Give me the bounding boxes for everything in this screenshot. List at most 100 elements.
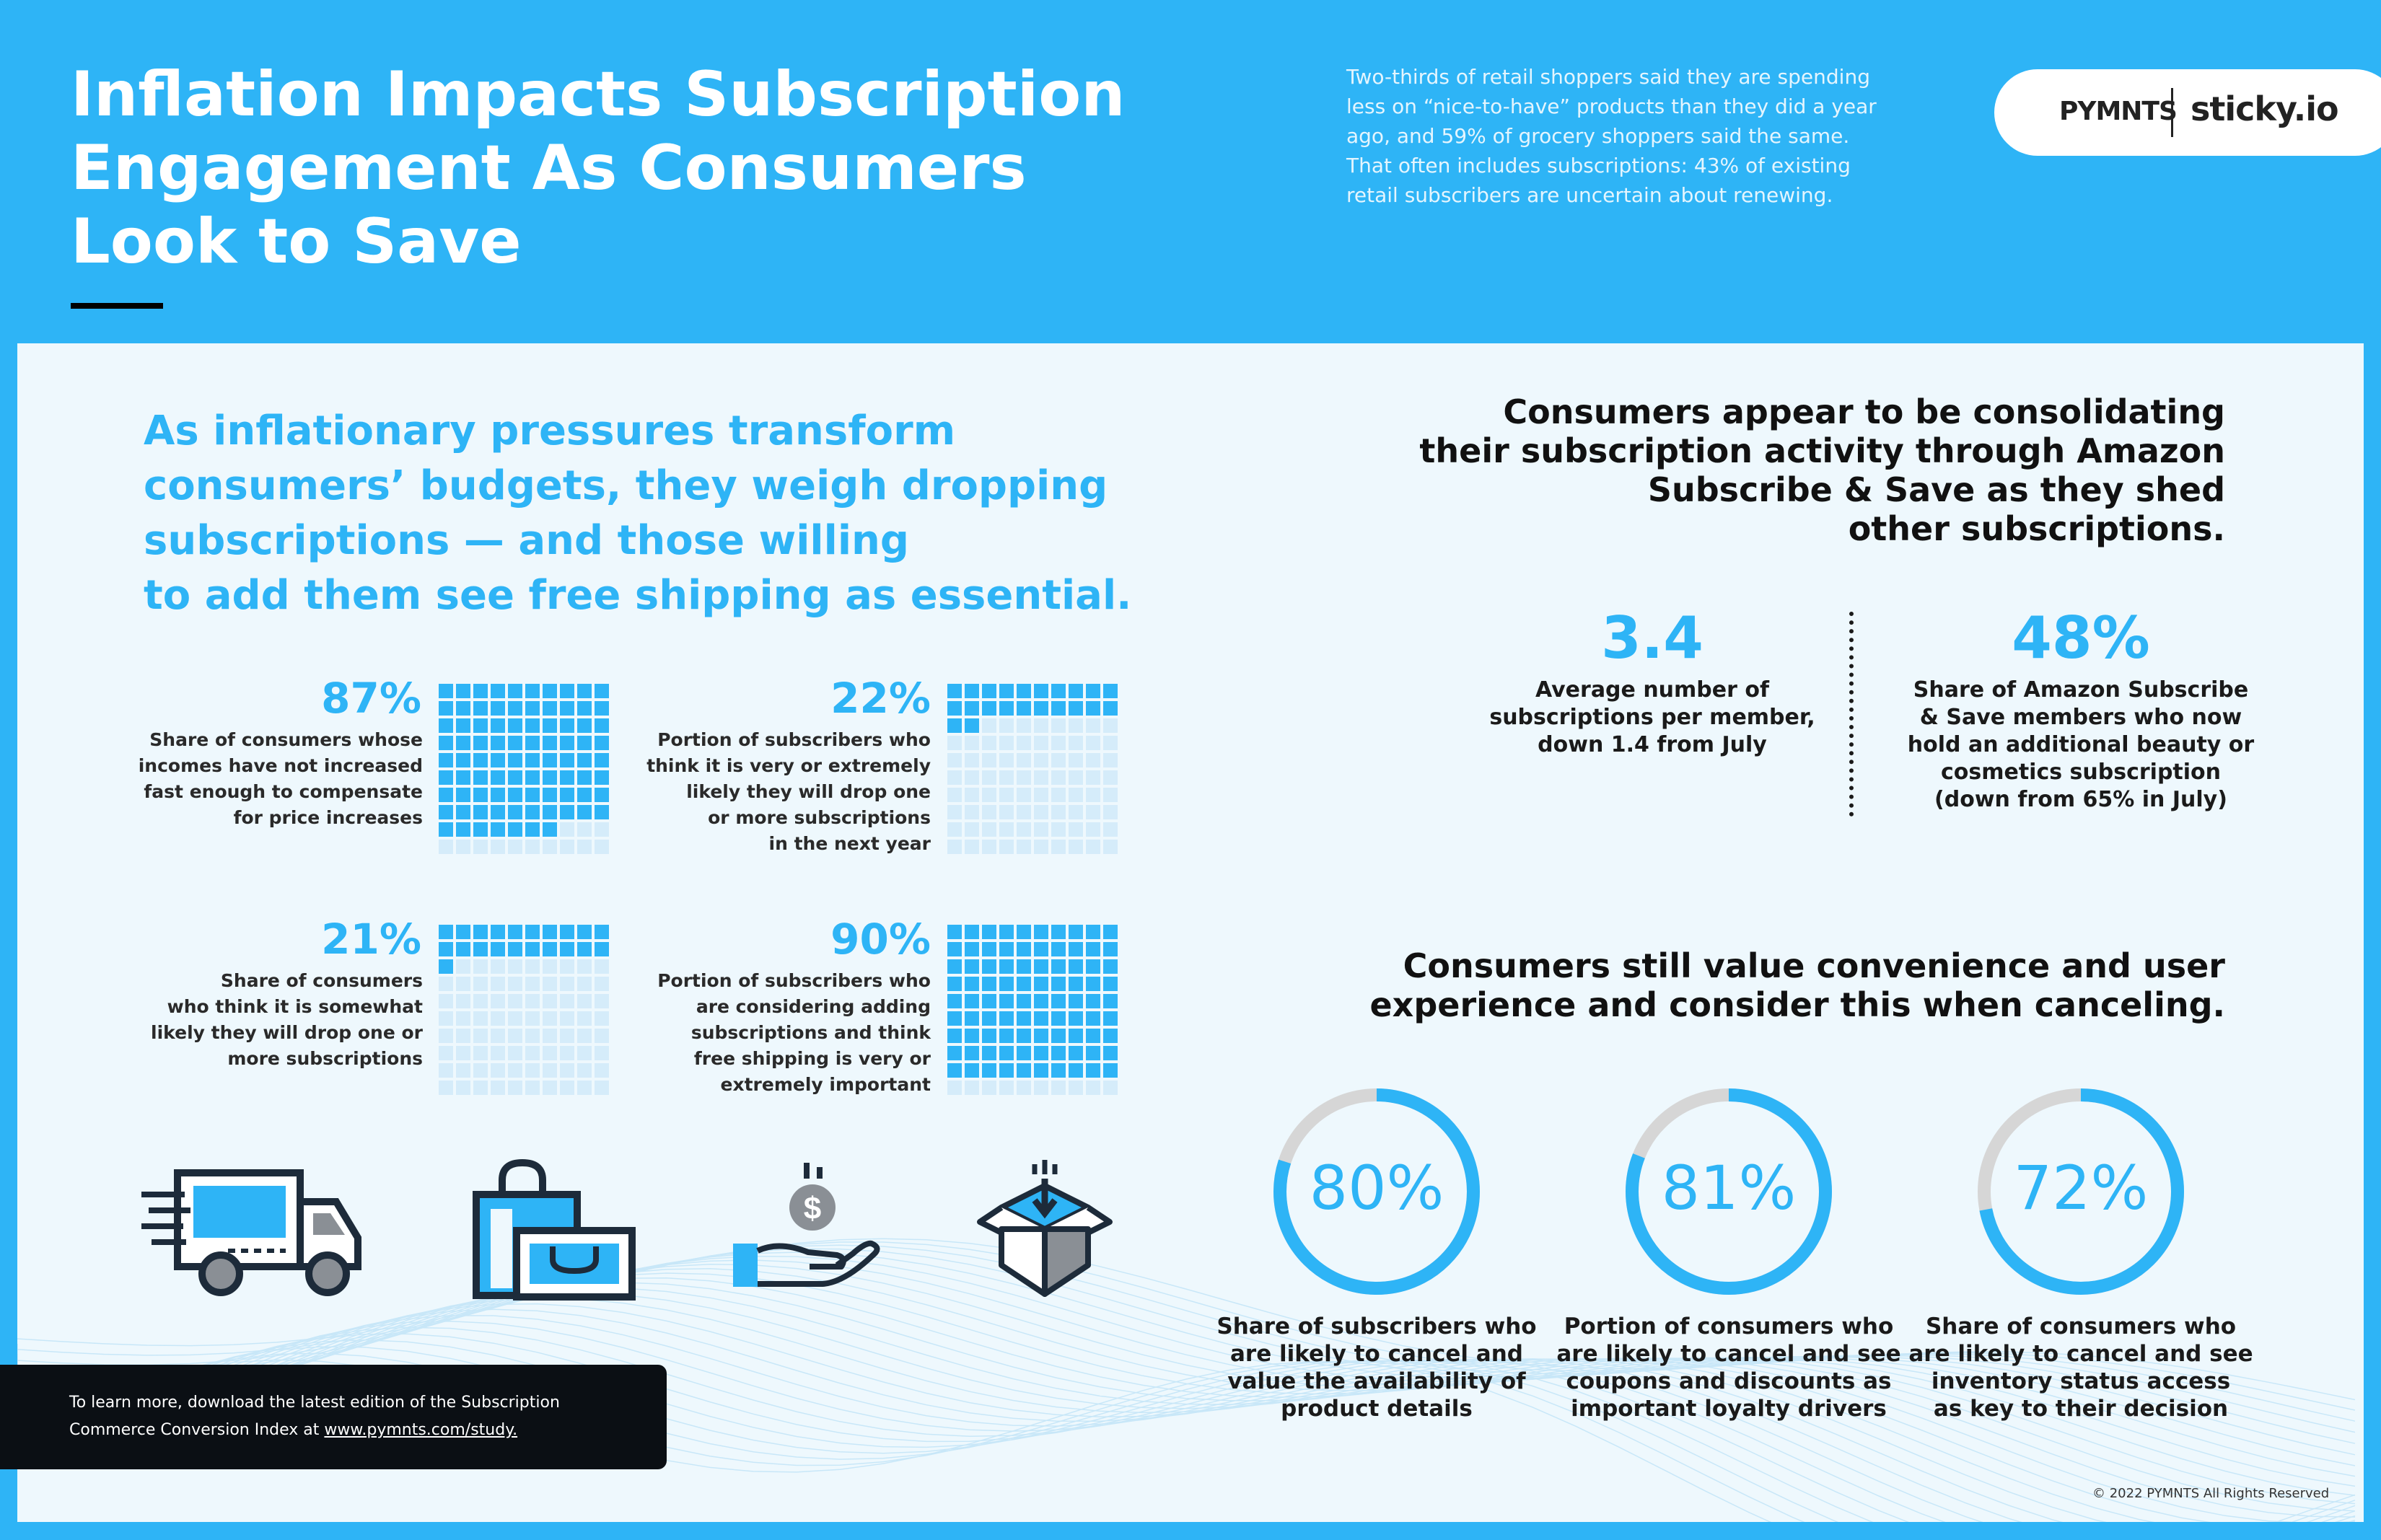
waffle-cell (1034, 1011, 1048, 1026)
waffle-cell (1086, 1029, 1100, 1043)
waffle-cell (947, 1029, 962, 1043)
waffle-cell (439, 770, 453, 785)
waffle-cell (999, 788, 1014, 802)
waffle-cell (543, 805, 557, 819)
waffle-cell (439, 684, 453, 698)
donut-3-chart: 72% (1978, 1088, 2184, 1295)
metric-1-description: Average number of subscriptions per memb… (1472, 677, 1833, 759)
waffle-cell (982, 788, 996, 802)
waffle-cell (473, 701, 488, 716)
waffle-cell (543, 736, 557, 750)
waffle-cell (577, 1081, 592, 1095)
waffle-cell (543, 840, 557, 854)
waffle-cell (1103, 1063, 1118, 1078)
waffle-cell (947, 959, 962, 974)
lead-line-4: to add them see free shipping as essenti… (144, 572, 1132, 619)
waffle-cell (947, 925, 962, 939)
stat-2-description: Portion of subscribers who think it is v… (628, 727, 931, 857)
waffle-cell (508, 1046, 522, 1060)
waffle-cell (577, 942, 592, 956)
wave-line (17, 1248, 2356, 1433)
waffle-cell (1086, 977, 1100, 991)
waffle-cell (1051, 959, 1066, 974)
waffle-cell (947, 1011, 962, 1026)
metric-2-line-1: Share of Amazon Subscribe (1913, 677, 2249, 703)
waffle-cell (473, 788, 488, 802)
waffle-cell (999, 684, 1014, 698)
stat-1-line-2: incomes have not increased (138, 755, 423, 776)
wave-line (17, 1352, 2356, 1522)
cta-text: To learn more, download the latest editi… (69, 1389, 646, 1444)
waffle-cell (982, 718, 996, 733)
stat-1-waffle-chart (439, 684, 609, 854)
stat-2-waffle-chart (947, 684, 1118, 854)
waffle-cell (525, 770, 540, 785)
waffle-cell (1103, 840, 1118, 854)
title-underline (71, 303, 163, 309)
waffle-cell (965, 977, 979, 991)
waffle-cell (525, 977, 540, 991)
waffle-cell (595, 925, 609, 939)
waffle-cell (982, 840, 996, 854)
waffle-cell (1051, 1046, 1066, 1060)
waffle-cell (473, 1011, 488, 1026)
waffle-cell (543, 1029, 557, 1043)
waffle-cell (560, 1029, 574, 1043)
waffle-cell (508, 1011, 522, 1026)
wave-line (17, 1326, 1983, 1522)
donut-1-line-4: product details (1281, 1396, 1473, 1422)
waffle-cell (1103, 925, 1118, 939)
donut-1-line-1: Share of subscribers who (1216, 1314, 1537, 1339)
waffle-cell (577, 959, 592, 974)
waffle-cell (560, 959, 574, 974)
waffle-cell (1103, 788, 1118, 802)
donut-1-label: 80% (1310, 1153, 1444, 1223)
waffle-cell (947, 770, 962, 785)
consolidation-line-1: Consumers appear to be consolidating (1503, 392, 2225, 431)
waffle-cell (1017, 701, 1031, 716)
waffle-cell (595, 1063, 609, 1078)
waffle-cell (965, 1011, 979, 1026)
waffle-cell (595, 684, 609, 698)
waffle-cell (508, 753, 522, 767)
waffle-cell (1017, 925, 1031, 939)
waffle-cell (1069, 994, 1083, 1008)
waffle-cell (577, 770, 592, 785)
waffle-cell (1017, 942, 1031, 956)
waffle-cell (508, 840, 522, 854)
waffle-cell (1069, 788, 1083, 802)
donut-2-chart: 81% (1626, 1088, 1832, 1295)
waffle-cell (439, 1081, 453, 1095)
wave-line (17, 1264, 2356, 1477)
waffle-cell (1103, 753, 1118, 767)
waffle-cell (965, 925, 979, 939)
metric-2-description: Share of Amazon Subscribe & Save members… (1900, 677, 2261, 814)
waffle-cell (577, 701, 592, 716)
stat-2-line-1: Portion of subscribers who (657, 729, 931, 750)
wave-line (17, 1277, 2356, 1505)
waffle-cell (491, 805, 505, 819)
study-link[interactable]: www.pymnts.com/study. (324, 1421, 518, 1439)
waffle-cell (1034, 959, 1048, 974)
stat-1-description: Share of consumers whose incomes have no… (120, 727, 423, 831)
waffle-cell (595, 1011, 609, 1026)
waffle-cell (1103, 1046, 1118, 1060)
stat-4-value: 90% (830, 915, 931, 964)
waffle-cell (525, 959, 540, 974)
waffle-cell (525, 736, 540, 750)
waffle-cell (543, 770, 557, 785)
intro-line-1: Two-thirds of retail shoppers said they … (1346, 65, 1870, 89)
title-line-2: Engagement As Consumers (71, 132, 1027, 204)
waffle-cell (525, 684, 540, 698)
waffle-cell (1086, 684, 1100, 698)
waffle-cell (456, 977, 470, 991)
waffle-cell (595, 1081, 609, 1095)
waffle-cell (1086, 1081, 1100, 1095)
stat-3-line-4: more subscriptions (227, 1048, 423, 1069)
stat-2-line-5: in the next year (768, 833, 931, 854)
donut-2-line-3: coupons and discounts as (1566, 1368, 1892, 1394)
waffle-cell (560, 1046, 574, 1060)
waffle-cell (1017, 805, 1031, 819)
waffle-cell (473, 994, 488, 1008)
waffle-cell (1069, 822, 1083, 837)
